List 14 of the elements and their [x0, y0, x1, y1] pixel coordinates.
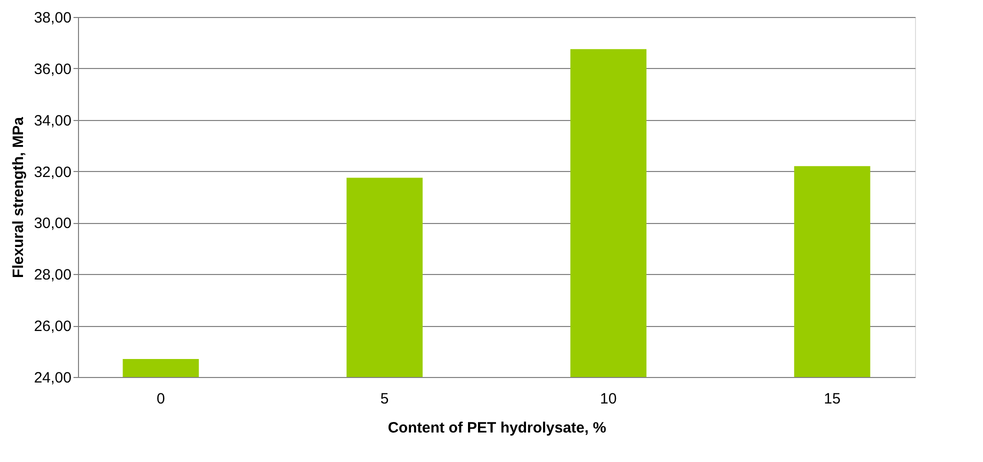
x-tick-label: 5: [380, 390, 389, 408]
y-tick-label: 32,00: [34, 164, 72, 181]
x-tick-label: 15: [824, 390, 841, 408]
y-tick-label: 24,00: [34, 370, 72, 386]
y-tick-label: 38,00: [34, 10, 72, 26]
y-tick-label: 36,00: [34, 60, 72, 78]
y-tick-label: 30,00: [34, 215, 72, 232]
y-tick-label: 34,00: [34, 112, 72, 130]
y-tick-label: 26,00: [34, 318, 72, 336]
y-tick-label: 28,00: [34, 266, 72, 284]
x-tick-label: 0: [156, 390, 165, 408]
x-axis-title: Content of PET hydrolysate, %: [388, 420, 606, 436]
x-tick-label: 10: [600, 390, 617, 408]
y-axis-title: Flexural strength, MPa: [10, 116, 27, 278]
